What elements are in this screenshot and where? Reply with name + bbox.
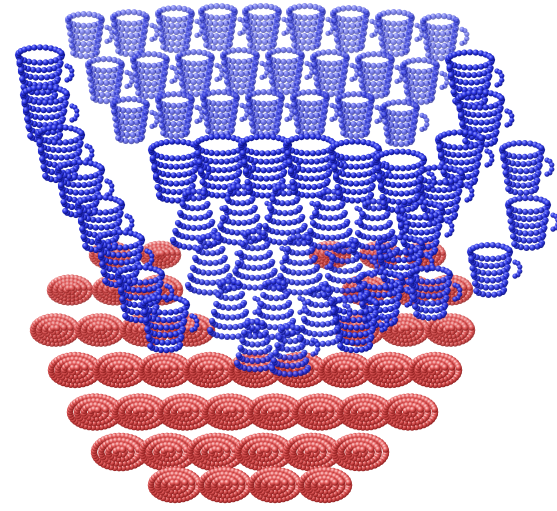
disk-icon xyxy=(246,393,304,431)
cup-icon xyxy=(274,233,335,296)
disk-icon xyxy=(47,351,103,389)
disk-icon xyxy=(46,274,94,306)
disk-icon xyxy=(297,466,353,504)
cup-icon xyxy=(420,13,470,62)
cup-icon xyxy=(139,294,200,354)
cup-icon xyxy=(296,285,353,347)
disk-icon xyxy=(330,432,390,472)
cup-icon xyxy=(372,148,437,214)
cup-icon xyxy=(406,265,463,321)
blue-cup-assembly xyxy=(14,3,557,378)
cup-icon xyxy=(65,11,115,60)
cup-icon xyxy=(242,3,292,52)
cup-icon xyxy=(265,47,315,96)
cup-icon xyxy=(268,323,321,378)
disk-icon xyxy=(381,393,439,431)
cup-icon xyxy=(200,89,250,138)
cup-icon xyxy=(155,5,205,54)
cup-icon xyxy=(330,5,380,54)
disk-icon xyxy=(407,351,463,389)
cup-icon xyxy=(355,51,405,100)
cup-icon xyxy=(233,318,286,373)
disk-icon xyxy=(137,351,193,389)
disk-icon xyxy=(186,432,246,472)
cup-icon xyxy=(498,140,555,196)
cup-icon xyxy=(198,3,248,52)
cup-icon xyxy=(290,89,340,138)
cup-icon xyxy=(130,51,180,100)
cup-icon xyxy=(454,89,515,149)
cup-icon xyxy=(245,89,295,138)
cup-icon xyxy=(400,57,450,106)
cup-icon xyxy=(206,278,263,340)
cup-icon xyxy=(155,91,205,140)
cup-icon xyxy=(85,56,135,105)
cup-icon xyxy=(147,138,212,204)
disk-icon xyxy=(247,466,303,504)
cup-icon xyxy=(34,124,95,184)
cup-icon xyxy=(286,3,336,52)
cup-icon xyxy=(175,49,225,98)
cup-icon xyxy=(310,49,360,98)
cup-icon xyxy=(504,195,557,251)
disk-icon xyxy=(74,313,126,347)
cup-icon xyxy=(220,47,270,96)
cup-icon xyxy=(380,99,430,148)
cup-icon xyxy=(110,96,160,145)
disk-icon xyxy=(147,466,203,504)
disk-icon xyxy=(282,432,342,472)
cup-icon xyxy=(319,241,380,304)
cup-icon xyxy=(110,9,160,58)
disk-icon xyxy=(197,466,253,504)
cup-icon xyxy=(349,198,410,261)
cup-icon xyxy=(335,91,385,140)
disk-icon xyxy=(29,313,81,347)
cup-icon xyxy=(375,9,425,58)
cup-icon xyxy=(444,49,505,109)
cup-icon xyxy=(466,242,523,298)
